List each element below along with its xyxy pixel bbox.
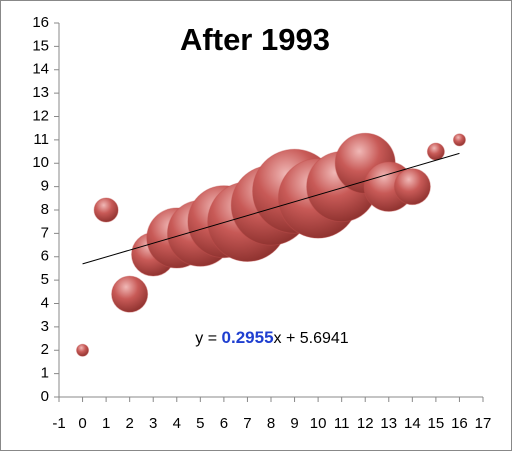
trendline <box>82 152 460 265</box>
x-tick-label: 6 <box>220 415 228 432</box>
trendline-equation: y = 0.2955x + 5.6941 <box>195 328 349 347</box>
x-tick-label: -1 <box>52 415 65 432</box>
x-tick-label: 13 <box>380 415 397 432</box>
y-tick-label: 3 <box>41 318 49 335</box>
x-tick-label: 17 <box>475 415 492 432</box>
x-tick-label: 2 <box>125 415 133 432</box>
bubble <box>452 133 466 147</box>
x-tick-label: 3 <box>149 415 157 432</box>
y-tick-label: 9 <box>41 178 49 195</box>
y-tick-label: 2 <box>41 341 49 358</box>
x-tick-label: 7 <box>243 415 251 432</box>
x-tick-label: 15 <box>428 415 445 432</box>
x-tick-label: 4 <box>173 415 181 432</box>
y-tick-label: 7 <box>41 224 49 241</box>
x-tick-label: 11 <box>334 415 350 432</box>
y-tick-label: 5 <box>41 271 49 288</box>
y-tick-label: 0 <box>41 388 49 405</box>
x-tick-label: 12 <box>357 415 374 432</box>
y-tick-label: 15 <box>32 37 49 54</box>
x-tick-label: 10 <box>310 415 327 432</box>
y-tick-label: 1 <box>41 365 49 382</box>
bubble <box>76 343 90 357</box>
x-tick-label: 1 <box>102 415 110 432</box>
bubble <box>111 275 149 313</box>
x-tick-label: 8 <box>267 415 275 432</box>
x-tick-label: 0 <box>78 415 86 432</box>
eq-slope: 0.2955 <box>222 328 274 347</box>
x-tick-label: 5 <box>196 415 204 432</box>
bubble <box>393 168 431 206</box>
y-tick-label: 11 <box>33 131 49 148</box>
y-tick-label: 4 <box>41 294 49 311</box>
x-tick-label: 14 <box>404 415 421 432</box>
y-tick-label: 10 <box>32 154 49 171</box>
eq-rest: x + 5.6941 <box>274 330 349 347</box>
chart-title: After 1993 <box>180 22 330 57</box>
y-tick-label: 16 <box>32 14 49 31</box>
y-tick-label: 14 <box>32 61 49 78</box>
y-tick-label: 8 <box>41 201 49 218</box>
eq-prefix: y = <box>195 330 221 347</box>
y-tick-label: 13 <box>32 84 49 101</box>
y-tick-label: 12 <box>32 107 49 124</box>
bubble <box>93 197 119 223</box>
x-tick-label: 9 <box>290 415 298 432</box>
y-tick-label: 6 <box>41 248 49 265</box>
x-tick-label: 16 <box>451 415 468 432</box>
bubble <box>426 142 445 161</box>
